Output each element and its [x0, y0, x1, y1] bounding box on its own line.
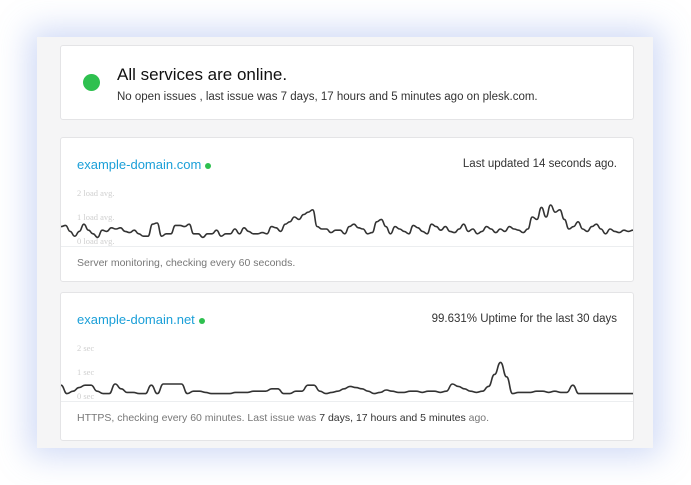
online-dot-icon	[205, 162, 212, 169]
online-dot-icon	[198, 317, 205, 324]
divider	[61, 246, 633, 247]
footer-suffix: ago.	[465, 412, 490, 424]
footer-duration: 7 days, 17 hours and 5 minutes	[319, 412, 466, 424]
y-tick-label: 2 load avg.	[77, 188, 115, 198]
response-time-chart: 0 sec 1 sec 2 sec	[61, 343, 633, 401]
status-title: All services are online.	[117, 65, 288, 84]
uptime: 99.631% Uptime for the last 30 days	[431, 313, 617, 325]
site-name: example-domain.com	[77, 157, 202, 172]
series-line	[61, 361, 633, 395]
status-online-icon	[83, 74, 100, 91]
y-tick-label: 2 sec	[77, 343, 94, 353]
last-updated: Last updated 14 seconds ago.	[462, 158, 617, 170]
site-name: example-domain.net	[77, 312, 195, 327]
status-subtitle: No open issues , last issue was 7 days, …	[117, 91, 538, 103]
status-page-panel: All services are online. No open issues …	[37, 37, 653, 448]
site-link[interactable]: example-domain.com	[77, 157, 212, 172]
divider	[61, 401, 633, 402]
site-link[interactable]: example-domain.net	[77, 312, 205, 327]
site-card-net: example-domain.net 99.631% Uptime for th…	[60, 292, 634, 441]
series-line	[61, 204, 633, 239]
y-tick-label: 0 sec	[77, 391, 94, 401]
y-tick-label: 0 load avg.	[77, 236, 115, 246]
load-chart: 0 load avg. 1 load avg. 2 load avg.	[61, 188, 633, 246]
footer-prefix: HTTPS, checking every 60 minutes. Last i…	[77, 412, 320, 424]
site-footer: Server monitoring, checking every 60 sec…	[77, 257, 296, 269]
site-footer: HTTPS, checking every 60 minutes. Last i…	[77, 412, 489, 424]
status-summary-card: All services are online. No open issues …	[60, 45, 634, 120]
site-card-com: example-domain.com Last updated 14 secon…	[60, 137, 634, 282]
y-tick-label: 1 sec	[77, 367, 94, 377]
y-tick-label: 1 load avg.	[77, 212, 115, 222]
